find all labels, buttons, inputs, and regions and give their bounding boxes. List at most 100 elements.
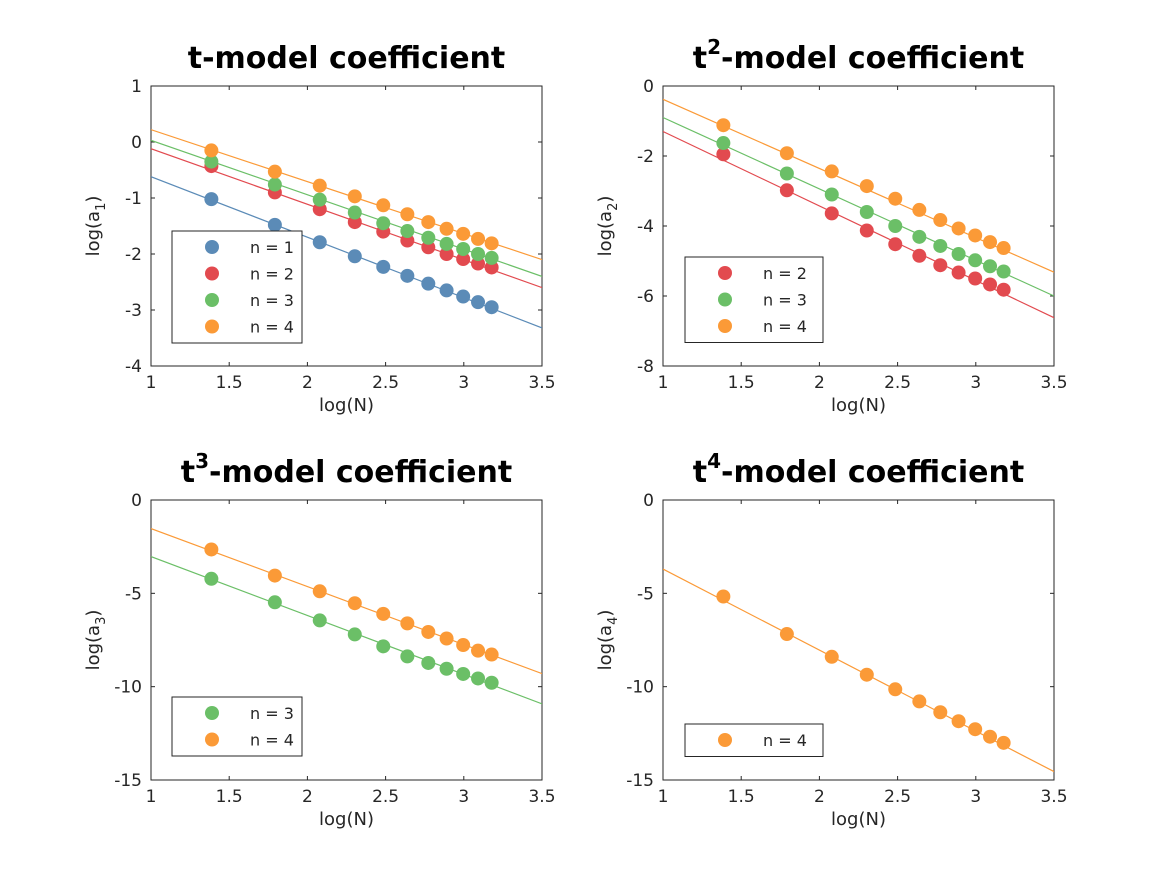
legend-marker — [718, 292, 732, 307]
data-point — [859, 205, 874, 219]
series-n-4 — [151, 527, 542, 675]
y-tick-label: 0 — [643, 491, 654, 511]
data-point — [859, 179, 874, 194]
data-point — [716, 147, 731, 162]
legend-label: n = 1 — [250, 238, 294, 257]
data-point — [471, 231, 486, 246]
legend-marker — [205, 319, 219, 334]
y-tick-label: 1 — [131, 77, 142, 97]
legend-marker — [205, 706, 219, 720]
data-point — [439, 661, 454, 676]
data-point — [471, 671, 486, 686]
data-point — [456, 252, 471, 267]
data-point — [312, 178, 327, 193]
y-tick-label: -4 — [637, 217, 654, 237]
legend-label: n = 2 — [763, 264, 807, 283]
data-point — [421, 624, 436, 639]
data-point — [983, 729, 998, 744]
x-tick-label: 2 — [302, 787, 313, 807]
plot-area — [151, 129, 542, 329]
data-point — [933, 238, 948, 253]
data-point — [716, 136, 731, 151]
data-point — [779, 146, 794, 161]
data-point — [859, 223, 874, 238]
data-point — [376, 216, 391, 231]
y-tick-label: -15 — [114, 771, 142, 791]
series-n-4 — [663, 568, 1054, 773]
y-tick-label: -1 — [125, 189, 142, 209]
plot-area — [151, 527, 542, 705]
data-point — [456, 241, 471, 256]
data-point — [267, 177, 282, 192]
legend-label: n = 4 — [250, 731, 294, 750]
legend-label: n = 4 — [250, 318, 294, 337]
data-point — [456, 226, 471, 241]
series-n-3 — [663, 116, 1054, 297]
data-point — [347, 205, 362, 220]
x-axis-label: log(N) — [319, 809, 374, 830]
data-point — [439, 221, 454, 236]
data-point — [204, 542, 219, 557]
x-tick-label: 1 — [658, 787, 669, 807]
data-point — [400, 616, 415, 631]
data-point — [347, 596, 362, 611]
data-point — [996, 282, 1011, 297]
y-tick-label: -10 — [626, 678, 654, 698]
x-tick-label: 3.5 — [528, 373, 555, 393]
data-point — [456, 638, 471, 653]
legend-box — [684, 256, 824, 343]
data-point — [779, 166, 794, 181]
data-point — [824, 649, 839, 664]
y-tick-label: -5 — [637, 584, 654, 604]
panel-1: 1 1.5 2 2.5 3 3.5 -4 -3 -2 -1 0 1 log(N) log(a1) t-mod… — [83, 41, 556, 416]
data-point — [267, 595, 282, 610]
data-point — [968, 253, 983, 268]
series-n-4 — [151, 129, 542, 261]
y-tick-label: -3 — [125, 301, 142, 321]
legend-marker — [718, 266, 732, 280]
data-point — [888, 219, 903, 233]
data-point — [347, 249, 362, 264]
data-point — [400, 207, 415, 222]
data-point — [716, 118, 731, 133]
legend-label: n = 2 — [250, 265, 294, 284]
x-tick-label: 3 — [970, 373, 981, 393]
y-axis-label: log(a2) — [595, 196, 621, 257]
data-point — [779, 183, 794, 198]
data-point — [951, 265, 966, 280]
data-point — [204, 192, 219, 207]
data-point — [471, 295, 486, 310]
legend-box — [171, 696, 303, 757]
data-point — [204, 143, 219, 158]
data-point — [484, 300, 499, 315]
data-point — [968, 228, 983, 243]
x-tick-label: 3.5 — [528, 787, 555, 807]
data-point — [267, 164, 282, 179]
data-point — [267, 217, 282, 232]
series-n-3 — [151, 555, 542, 705]
data-point — [456, 289, 471, 304]
y-tick-label: -15 — [626, 771, 654, 791]
x-tick-label: 3 — [458, 373, 469, 393]
x-axis-label: log(N) — [831, 395, 886, 416]
x-tick-label: 1 — [146, 787, 157, 807]
data-point — [312, 613, 327, 628]
chart-title: t-model coefficient — [188, 41, 506, 76]
series-n-4 — [663, 98, 1054, 273]
data-point — [484, 236, 499, 251]
data-point — [376, 606, 391, 621]
data-point — [376, 198, 391, 213]
data-point — [439, 283, 454, 298]
legend: n = 3 n = 4 — [171, 696, 303, 757]
y-tick-label: -10 — [114, 678, 142, 698]
x-tick-label: 1.5 — [728, 787, 755, 807]
data-point — [859, 667, 874, 682]
x-tick-label: 3 — [970, 787, 981, 807]
y-axis-label: log(a4) — [595, 610, 621, 671]
data-point — [439, 631, 454, 646]
series-n-1 — [151, 176, 542, 329]
data-point — [484, 250, 499, 265]
y-tick-label: 0 — [131, 491, 142, 511]
data-point — [312, 192, 327, 207]
